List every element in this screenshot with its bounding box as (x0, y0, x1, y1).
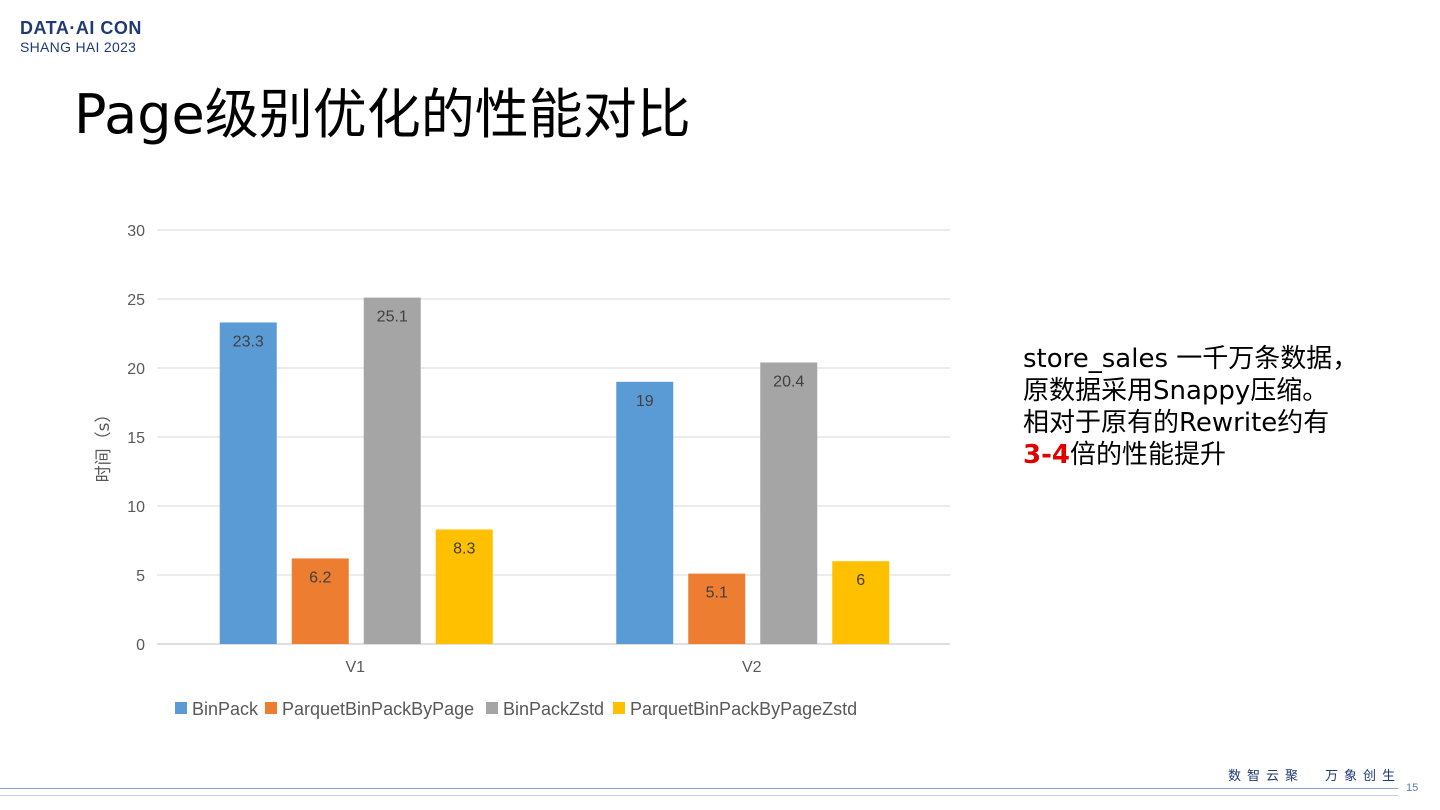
slogan-left: 数智云聚 (1228, 769, 1305, 784)
note-line-4-rest: 倍的性能提升 (1069, 440, 1226, 470)
footer-divider (0, 788, 1398, 789)
data-label: 20.4 (773, 373, 804, 390)
bar (435, 529, 493, 644)
y-tick-label: 20 (127, 361, 145, 378)
data-label: 8.3 (453, 540, 475, 557)
footer-divider-secondary (0, 795, 1398, 796)
logo-line-1: DATA·AI CON (20, 18, 142, 38)
note-line-1: store_sales 一千万条数据， (1023, 344, 1359, 374)
y-tick-label: 10 (127, 499, 145, 516)
bar (760, 362, 818, 644)
legend-label: BinPackZstd (503, 699, 604, 719)
data-label: 5.1 (706, 585, 728, 602)
y-tick-label: 5 (136, 568, 145, 585)
slide-title: Page级别优化的性能对比 (74, 83, 691, 146)
bar (616, 381, 674, 644)
summary-note: store_sales 一千万条数据， 原数据采用Snappy压缩。 相对于原有… (1023, 343, 1358, 471)
y-tick-label: 25 (127, 292, 145, 309)
data-label: 19 (636, 393, 654, 410)
note-line-2: 原数据采用Snappy压缩。 (1023, 376, 1329, 406)
bar (688, 573, 746, 644)
note-line-4: 3-4倍的性能提升 (1023, 439, 1358, 471)
y-tick-label: 0 (136, 637, 145, 654)
bar (363, 297, 421, 644)
logo-line-2: SHANG HAI 2023 (20, 39, 137, 55)
legend-swatch (486, 702, 498, 714)
x-tick-label: V2 (742, 659, 762, 676)
conference-logo: DATA·AI CON SHANG HAI 2023 (20, 19, 142, 54)
y-tick-label: 30 (127, 223, 145, 240)
x-tick-label: V1 (345, 659, 365, 676)
data-label: 6.2 (309, 569, 331, 586)
legend-swatch (265, 702, 277, 714)
legend-swatch (613, 702, 625, 714)
bar (832, 561, 890, 644)
speedup-highlight: 3-4 (1023, 440, 1070, 470)
y-axis-label: 时间（s） (94, 406, 114, 483)
data-label: 25.1 (377, 309, 408, 326)
bar (291, 558, 349, 644)
data-label: 23.3 (233, 333, 264, 350)
slogan-right: 万象创生 (1325, 769, 1402, 784)
legend-swatch (175, 702, 187, 714)
page-number: 15 (1406, 782, 1419, 794)
y-tick-label: 15 (127, 430, 145, 447)
legend-label: ParquetBinPackByPage (282, 699, 474, 719)
data-label: 6 (856, 572, 865, 589)
legend-label: BinPack (192, 699, 259, 719)
bar (219, 322, 277, 644)
legend-label: ParquetBinPackByPageZstd (630, 699, 857, 719)
note-line-3: 相对于原有的Rewrite约有 (1023, 408, 1330, 438)
